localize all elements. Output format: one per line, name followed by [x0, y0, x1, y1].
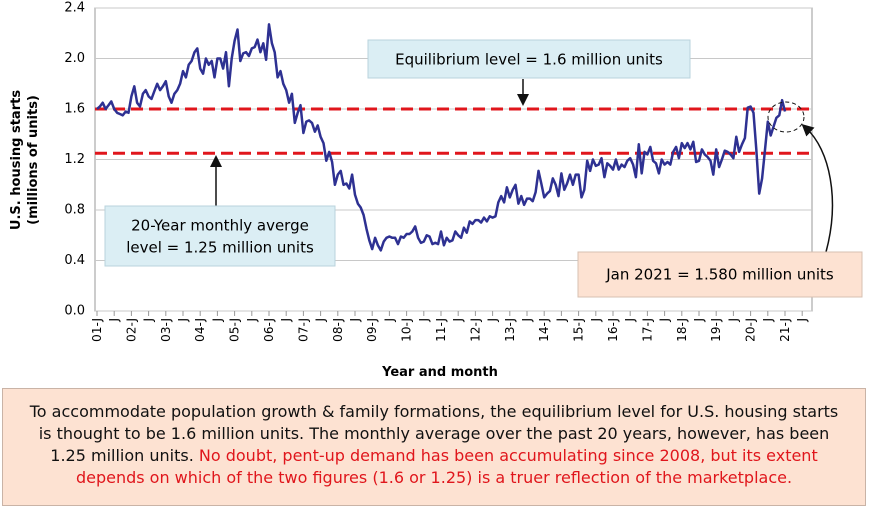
x-tick-label: 14-J: [537, 318, 551, 342]
x-tick-label: J: [726, 318, 740, 323]
x-tick-label: J: [382, 318, 396, 323]
y-axis-title: U.S. housing starts: [9, 90, 24, 230]
x-tick-label: J: [692, 318, 706, 323]
annotation: level = 1.25 million units: [126, 239, 314, 257]
x-tick-label: 15-J: [572, 318, 586, 342]
y-tick-label: 1.2: [64, 152, 85, 167]
x-tick-label: 06-J: [262, 318, 276, 342]
x-tick-label: 11-J: [434, 318, 448, 342]
x-tick-label: 20-J: [744, 318, 758, 342]
x-tick-label: J: [589, 318, 603, 323]
annotation-box: [104, 205, 336, 267]
annotation: Equilibrium level = 1.6 million units: [395, 51, 663, 69]
x-tick-label: 05-J: [228, 318, 242, 342]
x-tick-label: J: [245, 318, 259, 323]
x-tick-label: J: [210, 318, 224, 323]
footer-highlight: No doubt, pent-up demand has been accumu…: [75, 446, 818, 487]
y-tick-label: 2.4: [64, 1, 85, 16]
x-tick-label: 19-J: [709, 318, 723, 342]
x-tick-label: 07-J: [296, 318, 310, 342]
x-tick-label: 01-J: [90, 318, 104, 342]
x-tick-label: 18-J: [675, 318, 689, 342]
annotation: 20-Year monthly averge: [131, 217, 309, 235]
x-tick-label: J: [279, 318, 293, 323]
x-tick-label: 16-J: [606, 318, 620, 342]
footer-note: To accommodate population growth & famil…: [2, 388, 866, 506]
x-tick-label: J: [520, 318, 534, 323]
x-tick-label: 03-J: [159, 318, 173, 342]
y-tick-label: 0.4: [64, 253, 85, 268]
y-axis-title: (millions of units): [26, 95, 41, 225]
arrow: [801, 123, 834, 253]
x-tick-label: J: [314, 318, 328, 323]
x-tick-label: J: [554, 318, 568, 323]
x-tick-label: J: [795, 318, 809, 323]
x-tick-label: J: [486, 318, 500, 323]
x-tick-label: J: [176, 318, 190, 323]
x-tick-label: J: [417, 318, 431, 323]
annotation-box: [367, 39, 691, 79]
x-tick-label: 10-J: [400, 318, 414, 342]
x-tick-label: J: [623, 318, 637, 323]
x-tick-label: J: [451, 318, 465, 323]
x-tick-label: 08-J: [331, 318, 345, 342]
x-axis-title: Year and month: [381, 365, 498, 380]
data-line: [96, 23, 787, 252]
x-tick-label: 12-J: [468, 318, 482, 342]
y-tick-label: 0.8: [64, 203, 85, 218]
x-tick-label: J: [658, 318, 672, 323]
y-tick-label: 0.0: [64, 304, 85, 319]
x-tick-label: J: [142, 318, 156, 323]
x-tick-label: J: [761, 318, 775, 323]
x-tick-label: 17-J: [640, 318, 654, 342]
annotation: Jan 2021 = 1.580 million units: [605, 266, 834, 284]
highlight-circle: [767, 101, 805, 133]
chart: 0.00.40.81.21.62.02.401-J J 02-J J 03-J J 04-J…: [9, 1, 863, 380]
x-tick-label: J: [348, 318, 362, 323]
x-tick-label: 13-J: [503, 318, 517, 342]
x-tick-label: J: [107, 318, 121, 323]
x-tick-label: 21-J: [778, 318, 792, 342]
y-tick-label: 2.0: [64, 51, 85, 66]
footer-text: To accommodate population growth & famil…: [29, 402, 839, 465]
x-tick-label: 04-J: [193, 318, 207, 342]
x-tick-label: 02-J: [124, 318, 138, 342]
x-tick-label: 09-J: [365, 318, 379, 342]
y-tick-label: 1.6: [64, 102, 85, 117]
annotation-box: [577, 251, 863, 298]
